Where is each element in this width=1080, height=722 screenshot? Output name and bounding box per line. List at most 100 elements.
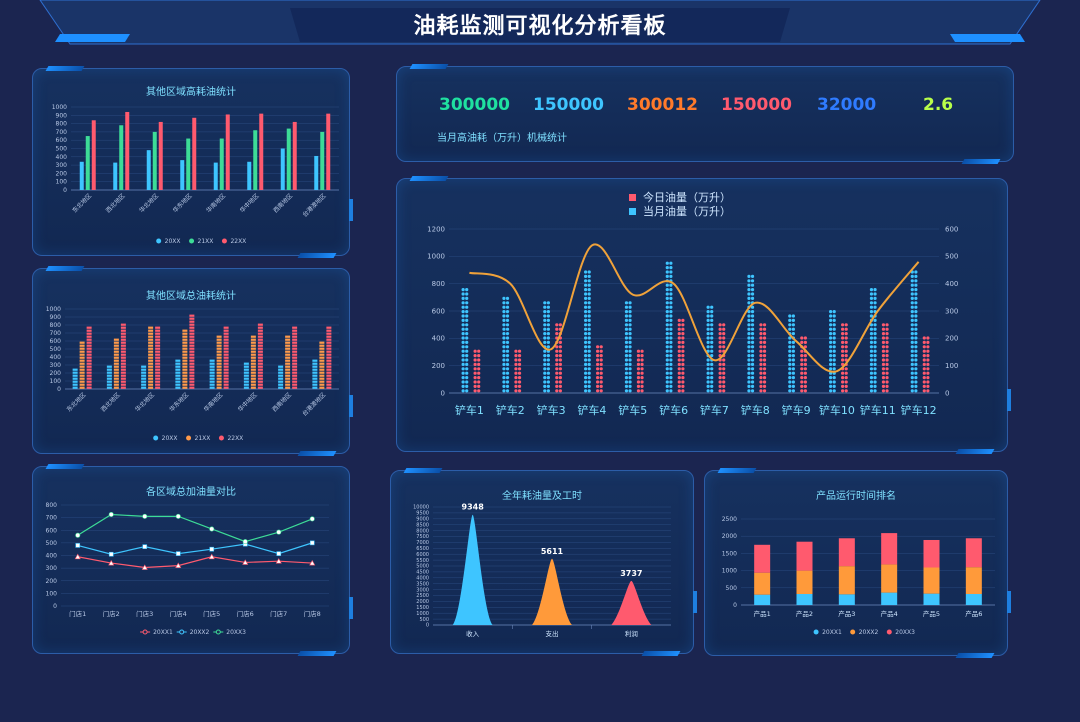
x-tick-label: 铲车11 <box>860 403 896 417</box>
y-tick-label: 800 <box>50 322 62 329</box>
bar <box>79 341 85 389</box>
panel-loader-fuel: 0 200 400 600 800 1000 1200 0 100 200 300 400 500 600… <box>396 176 1011 454</box>
bar <box>225 114 230 190</box>
y-tick-label: 1000 <box>52 104 67 111</box>
panel-refuel-comparison: 各区域总加油量对比 0 100 200 300 400 500 600 700 800 门店1 门店… <box>32 464 353 656</box>
bar <box>79 161 84 190</box>
data-label: 3737 <box>620 569 642 578</box>
bar <box>788 314 795 393</box>
x-tick-label: 门店6 <box>237 609 254 618</box>
y-tick-label: 100 <box>50 378 62 385</box>
legend-marker <box>179 629 185 635</box>
y-tick-label: 500 <box>46 540 58 547</box>
bar <box>869 288 877 393</box>
y-tick-label: 500 <box>726 585 738 592</box>
x-tick-label: 门店3 <box>136 609 153 618</box>
bar <box>125 111 130 190</box>
y-tick-label: 1000 <box>722 568 737 575</box>
stacked-segment <box>881 592 898 605</box>
stacked-segment <box>796 593 813 605</box>
x-tick-label: 门店8 <box>304 609 321 618</box>
y-tick-label: 7000 <box>416 540 429 546</box>
y-tick-label: 0 <box>945 389 949 397</box>
x-tick-label: 东北地区 <box>65 391 88 414</box>
refuel-line-chart: 0 100 200 300 400 500 600 700 800 门店1 门店2 门店3 门店4 门店5… <box>46 502 329 636</box>
data-point <box>175 562 182 568</box>
x-tick-label: 门店7 <box>270 609 287 618</box>
loader-fuel-combo-chart: 0 200 400 600 800 1000 1200 0 100 200 300 400 500 600… <box>427 190 958 417</box>
x-tick-label: 门店1 <box>69 609 86 618</box>
bar <box>216 335 222 389</box>
x-tick-label: 华中地区 <box>238 192 261 215</box>
y-tick-label: 2000 <box>416 599 429 605</box>
series-line <box>77 542 313 555</box>
bar <box>292 121 297 190</box>
y-tick-label: 1000 <box>427 253 445 261</box>
chart-title: 其他区域总油耗统计 <box>146 291 236 302</box>
data-point <box>242 539 248 545</box>
y-tick-label: 6000 <box>416 552 429 558</box>
x-tick-label: 铲车8 <box>741 403 770 417</box>
y-tick-label: 8500 <box>416 522 429 528</box>
x-tick-label: 门店2 <box>103 609 120 618</box>
y-tick-label: 2500 <box>416 593 429 599</box>
bar <box>106 365 112 389</box>
stacked-segment <box>881 564 898 593</box>
legend-marker <box>186 435 192 441</box>
y-tick-label: 300 <box>56 162 68 169</box>
bar <box>829 310 836 393</box>
panel-regional-high-consumption: 其他区域高耗油统计 0 100 200 300 400 500 600 700 800 900 10… <box>32 66 353 258</box>
y-tick-label: 800 <box>432 280 445 288</box>
legend-label: 21XX <box>195 435 211 442</box>
bar <box>280 148 285 190</box>
bar <box>186 138 191 190</box>
y-tick-label: 400 <box>50 354 62 361</box>
x-tick-label: 铲车7 <box>700 403 729 417</box>
y-tick-label: 0 <box>426 623 429 629</box>
legend-label: 20XX3 <box>895 629 915 636</box>
bar <box>213 162 218 190</box>
bar <box>285 335 291 389</box>
y-tick-label: 10000 <box>413 505 429 511</box>
bar <box>319 341 325 389</box>
bar <box>91 120 96 190</box>
y-tick-label: 5000 <box>416 564 429 570</box>
y-tick-label: 100 <box>56 179 68 186</box>
y-tick-label: 200 <box>432 362 445 370</box>
stacked-segment <box>923 567 940 594</box>
y-tick-label: 9000 <box>416 516 429 522</box>
y-tick-label: 400 <box>46 553 58 560</box>
bar <box>120 323 126 389</box>
y-tick-label: 400 <box>432 335 445 343</box>
y-tick-label: 600 <box>50 338 62 345</box>
x-tick-label: 产品6 <box>965 609 982 618</box>
series-line <box>77 513 313 543</box>
x-tick-label: 利润 <box>625 629 638 638</box>
bar <box>278 365 284 389</box>
data-point <box>209 546 215 552</box>
peak-bar <box>532 558 572 625</box>
y-tick-label: 9500 <box>416 511 429 517</box>
data-point <box>309 559 316 566</box>
bar <box>543 301 550 393</box>
page-title: 油耗监测可视化分析看板 <box>413 14 667 39</box>
chart-title: 全年耗油量及工时 <box>502 491 582 502</box>
x-tick-label: 产品2 <box>796 609 813 618</box>
product-runtime-stacked-chart: 0 500 1000 1500 2000 2500 产品1 产品2 产品3 产品4 产品5 产品6 20… <box>722 516 995 636</box>
data-label: 9348 <box>462 503 485 512</box>
bar <box>312 359 318 389</box>
x-tick-label: 西南地区 <box>270 391 293 414</box>
legend-label: 今日油量（万升） <box>643 190 731 204</box>
legend-label: 20XX2 <box>190 629 210 636</box>
bar <box>85 136 90 190</box>
y-tick-label: 700 <box>46 515 58 522</box>
data-point <box>75 543 81 548</box>
bar <box>175 359 181 389</box>
legend-marker <box>629 194 636 201</box>
data-point <box>108 551 114 557</box>
x-tick-label: 铲车5 <box>618 403 647 417</box>
y-tick-label: 200 <box>56 170 68 177</box>
y-tick-label: 8000 <box>416 528 429 534</box>
y-tick-label: 500 <box>945 253 958 261</box>
bar <box>292 326 298 389</box>
